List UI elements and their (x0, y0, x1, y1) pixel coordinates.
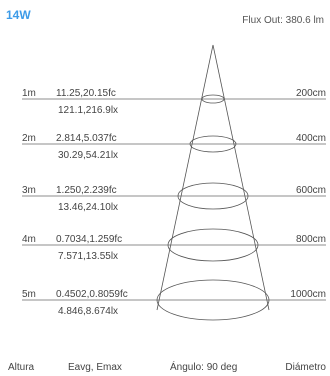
footer-diameter-label: Diámetro (285, 362, 326, 373)
diameter-value: 800cm (296, 234, 326, 245)
beam-ellipse (189, 135, 237, 153)
distance-row: 2m 2.814,5.037fc 30.29,54.21lx 400cm (22, 133, 326, 161)
distance-label: 4m (22, 234, 36, 245)
footcandle-value: 0.7034,1.259fc (56, 234, 122, 245)
distance-label: 3m (22, 185, 36, 196)
cone-left-edge (156, 44, 214, 311)
footer-labels: Altura Eavg, Emax Ángulo: 90 deg Diámetr… (8, 360, 326, 373)
footcandle-value: 2.814,5.037fc (56, 133, 117, 144)
wattage-title: 14W (6, 8, 31, 22)
diameter-value: 600cm (296, 185, 326, 196)
diameter-value: 200cm (296, 88, 326, 99)
lux-value: 7.571,13.55lx (58, 251, 118, 262)
distance-row: 1m 11.25,20.15fc 121.1,216.9lx 200cm (22, 88, 326, 116)
beam-ellipse (167, 228, 259, 262)
footer-angle-label: Ángulo: 90 deg (170, 360, 237, 373)
footcandle-value: 1.250,2.239fc (56, 185, 117, 196)
beam-ellipse (201, 94, 225, 104)
distance-row: 4m 0.7034,1.259fc 7.571,13.55lx 800cm (22, 228, 326, 262)
lux-value: 30.29,54.21lx (58, 150, 118, 161)
footer-illuminance-label: Eavg, Emax (68, 362, 122, 373)
flux-output: Flux Out: 380.6 lm (242, 15, 324, 26)
beam-ellipse (177, 182, 249, 210)
distance-rows: 1m 11.25,20.15fc 121.1,216.9lx 200cm 2m 2.814… (22, 88, 326, 321)
beam-ellipse (156, 279, 270, 321)
distance-label: 2m (22, 133, 36, 144)
diameter-value: 1000cm (290, 289, 326, 300)
distance-label: 1m (22, 88, 36, 99)
cone-right-edge (212, 44, 270, 311)
lux-value: 13.46,24.10lx (58, 202, 118, 213)
footcandle-value: 11.25,20.15fc (56, 88, 116, 99)
distance-row: 3m 1.250,2.239fc 13.46,24.10lx 600cm (22, 182, 326, 213)
lux-value: 121.1,216.9lx (58, 105, 118, 116)
lux-value: 4.846,8.674lx (58, 306, 118, 317)
distance-label: 5m (22, 289, 36, 300)
footcandle-value: 0.4502,0.8059fc (56, 289, 128, 300)
footer-height-label: Altura (8, 362, 35, 373)
diameter-value: 400cm (296, 133, 326, 144)
distance-row: 5m 0.4502,0.8059fc 4.846,8.674lx 1000cm (22, 279, 326, 321)
beam-cone (156, 44, 270, 311)
